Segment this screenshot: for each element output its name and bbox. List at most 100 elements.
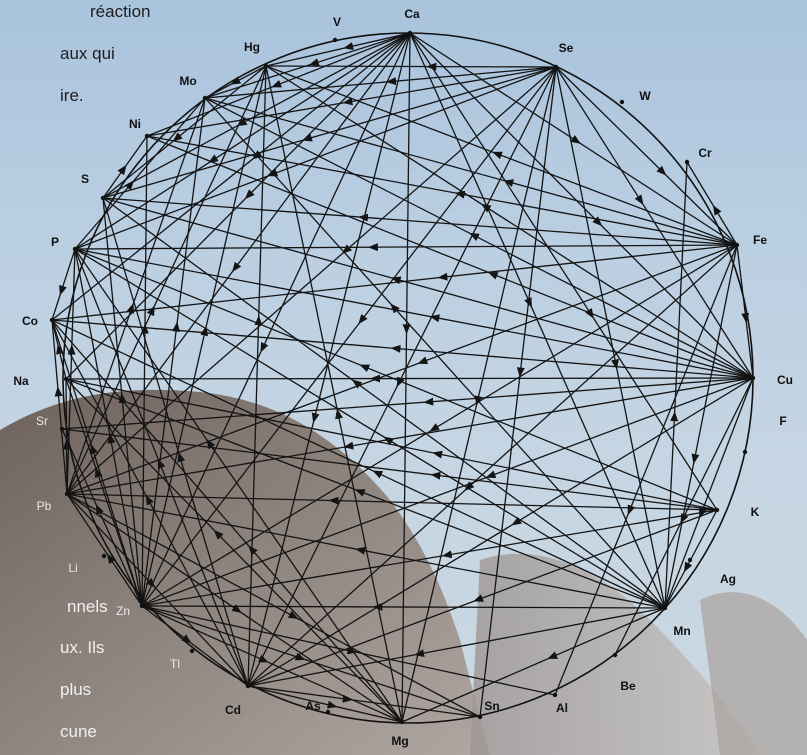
element-label-ca: Ca (404, 7, 420, 21)
interaction-line-zn-mo (141, 97, 206, 607)
interaction-line-fe-p (74, 244, 738, 250)
interaction-line-ca-mg (401, 32, 411, 723)
node-k (714, 507, 720, 513)
interaction-line-k-sr (61, 428, 718, 511)
interaction-line-cu-co (51, 319, 754, 379)
element-label-ni: Ni (129, 117, 141, 131)
text-fragment-top-1: réaction (90, 2, 151, 21)
interaction-line-ca-s (102, 32, 411, 199)
text-fragment-top-2: aux qui (60, 44, 115, 63)
element-label-fe: Fe (753, 233, 767, 247)
interaction-line-fe-al (554, 244, 738, 696)
element-label-f: F (779, 414, 786, 428)
node-li (101, 553, 107, 559)
interaction-line-cu-mn (664, 377, 754, 609)
interaction-line-mg-hg (265, 65, 403, 723)
interaction-line-zn-mg (141, 605, 403, 723)
interaction-line-pb-cd (66, 493, 249, 687)
interaction-line-se-p (74, 66, 557, 250)
interaction-line-zn-sn (141, 605, 481, 718)
interaction-line-cu-pb (66, 377, 754, 495)
interaction-line-hg-s (102, 65, 267, 199)
interaction-line-ca-mn (409, 32, 666, 609)
interaction-line-se-mo (204, 66, 557, 99)
node-tl (189, 648, 195, 654)
element-label-pb: Pb (37, 499, 52, 513)
element-label-tl: Tl (170, 657, 180, 671)
node-p (72, 246, 78, 252)
element-label-cu: Cu (777, 373, 793, 387)
element-label-k: K (751, 505, 760, 519)
node-cu (750, 375, 756, 381)
node-se (553, 64, 559, 70)
text-fragment-top-3: ire. (60, 86, 84, 105)
interaction-line-cu-p (74, 248, 754, 379)
interaction-line-mg-co (51, 319, 403, 723)
element-label-p: P (51, 235, 59, 249)
interaction-line-fe-ni (146, 135, 738, 246)
interaction-line-zn-pb (66, 493, 143, 607)
interaction-line-mn-mg (401, 607, 666, 723)
interaction-line-se-fe (555, 66, 738, 246)
text-fragment-bottom-2: ux. Ils (60, 638, 105, 657)
interaction-line-ca-cd (247, 32, 411, 687)
interaction-line-ca-na (65, 32, 411, 380)
interaction-line-mn-p (74, 248, 666, 609)
interaction-line-mn-s (102, 197, 666, 609)
element-label-al: Al (556, 701, 568, 715)
interaction-line-pb-mo (66, 97, 206, 495)
interaction-line-ca-co (51, 32, 411, 321)
node-sn (477, 714, 483, 720)
node-w (619, 99, 625, 105)
element-label-mo: Mo (179, 74, 196, 88)
element-label-zn: Zn (116, 604, 130, 618)
interaction-line-fe-mo (204, 97, 738, 246)
interaction-line-fe-s (102, 197, 738, 246)
node-ni (144, 133, 150, 139)
element-label-mn: Mn (673, 624, 690, 638)
interaction-line-ca-p (74, 32, 411, 250)
element-label-be: Be (620, 679, 636, 693)
interaction-line-cu-zn (141, 377, 754, 607)
node-co (49, 317, 55, 323)
element-label-cd: Cd (225, 703, 241, 717)
interaction-lines (51, 32, 754, 723)
interaction-line-cd-hg (247, 65, 267, 687)
node-pb (64, 491, 70, 497)
node-sr (59, 426, 65, 432)
interaction-line-se-zn (141, 66, 557, 607)
interaction-line-pb-na (65, 378, 68, 495)
text-fragment-bottom-1: nnels (67, 597, 108, 616)
interaction-line-cu-ni (146, 135, 754, 379)
interaction-line-fe-mn (664, 244, 738, 609)
interaction-line-p-co (51, 248, 76, 321)
element-label-co: Co (22, 314, 38, 328)
node-ag (687, 557, 693, 563)
node-na (63, 376, 69, 382)
element-label-w: W (639, 89, 651, 103)
node-cd (245, 683, 251, 689)
interaction-line-zn-ni (141, 135, 148, 607)
element-nodes: Ca Se W Cr Fe Cu F K Ag Mn Be Al Sn Mg As Cd Tl Zn Li Pb Sr N… (13, 7, 793, 748)
element-label-sn: Sn (484, 699, 499, 713)
interaction-line-cu-cd (247, 377, 754, 687)
node-mo (202, 95, 208, 101)
interaction-line-cd-sn (247, 685, 481, 718)
interaction-line-se-mg (401, 66, 557, 723)
interaction-line-k-zn (141, 509, 718, 607)
interaction-line-mn-mo (204, 97, 666, 609)
node-hg (263, 63, 269, 69)
interaction-line-ca-hg (265, 32, 411, 67)
interaction-line-k-p (74, 248, 718, 511)
interaction-line-mg-p (74, 248, 403, 723)
interaction-line-se-sn (479, 66, 557, 718)
interaction-line-fe-cr (686, 161, 738, 246)
element-label-sr: Sr (36, 414, 48, 428)
interaction-line-cd-mg (247, 685, 403, 723)
element-label-as: As (305, 699, 321, 713)
interaction-line-zn-na (65, 378, 143, 607)
interaction-line-zn-cd (141, 605, 249, 687)
interaction-line-mn-cr (664, 161, 688, 609)
node-v (332, 37, 338, 43)
